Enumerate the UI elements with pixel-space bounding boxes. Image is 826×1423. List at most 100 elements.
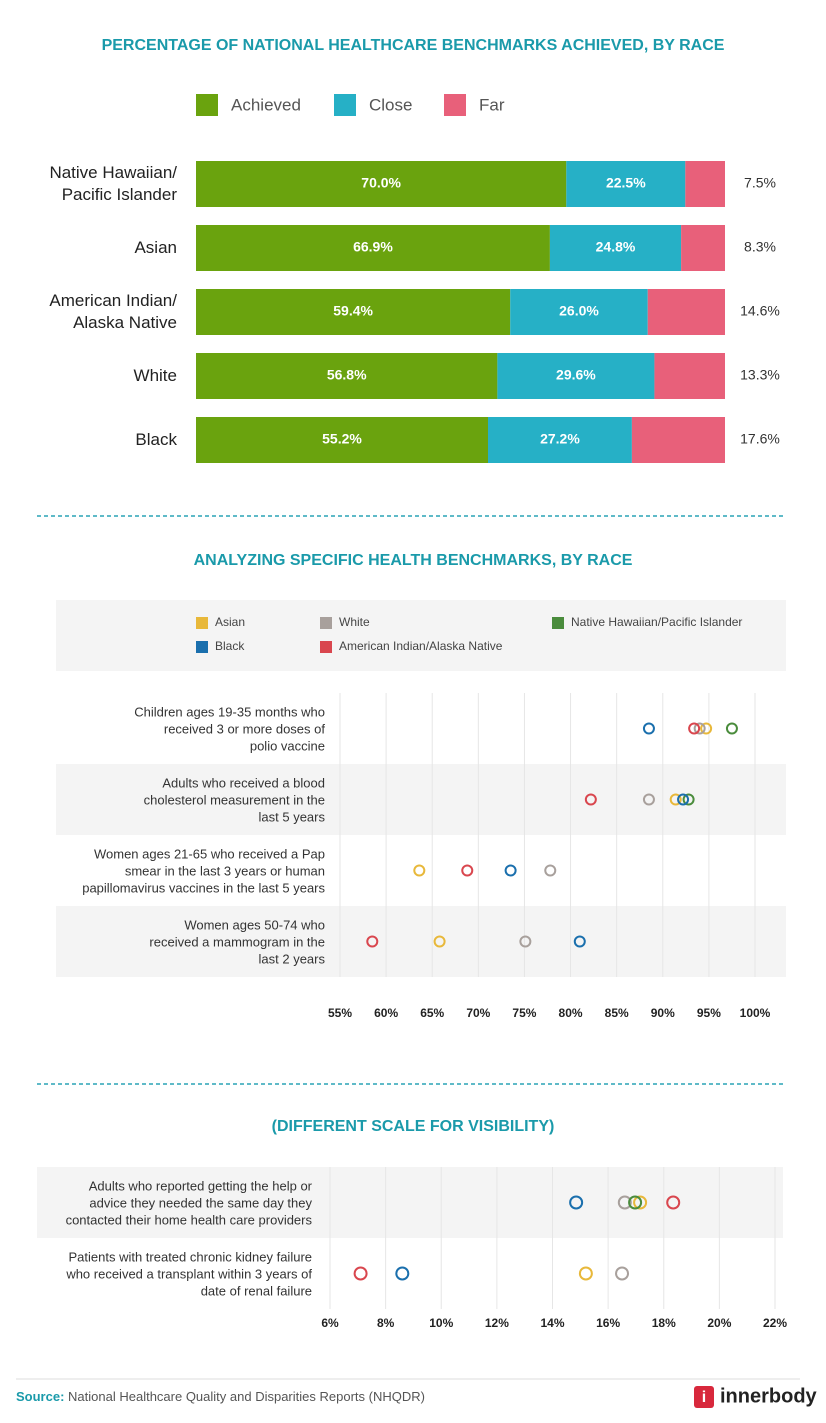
category-label: Women ages 21-65 who received a Pap smea… — [82, 846, 325, 895]
bar-segment — [196, 289, 511, 335]
category-label: White — [133, 366, 177, 385]
value-label: 55.2% — [322, 431, 362, 447]
dot — [569, 1195, 584, 1210]
legend-label: Far — [479, 95, 505, 114]
legend-label: Close — [369, 95, 412, 114]
value-label: 24.8% — [596, 239, 636, 255]
dot — [366, 935, 379, 948]
x-tick-label: 12% — [485, 1316, 509, 1330]
x-tick-label: 16% — [596, 1316, 620, 1330]
legend-swatch — [334, 94, 356, 116]
brand-icon — [694, 1386, 714, 1408]
category-label: Patients with treated chronic kidney fai… — [66, 1249, 312, 1298]
category-label: Women ages 50-74 who received a mammogra… — [149, 917, 325, 966]
category-label: Asian — [134, 238, 177, 257]
dot — [688, 722, 701, 735]
x-tick-label: 20% — [707, 1316, 731, 1330]
x-tick-label: 95% — [697, 1006, 721, 1020]
x-tick-label: 55% — [328, 1006, 352, 1020]
x-tick-label: 6% — [321, 1316, 339, 1330]
brand: innerbody — [720, 1385, 818, 1407]
legend-label: Asian — [215, 615, 245, 629]
bar-segment — [685, 161, 725, 207]
x-tick-label: 100% — [740, 1006, 771, 1020]
legend-swatch — [196, 617, 208, 629]
value-label: 13.3% — [740, 367, 780, 383]
bar-segment — [196, 417, 489, 463]
legend-swatch — [196, 94, 218, 116]
value-label: 17.6% — [740, 431, 780, 447]
category-label: Adults who received a blood cholesterol … — [143, 775, 325, 824]
x-tick-label: 18% — [652, 1316, 676, 1330]
value-label: 59.4% — [333, 303, 373, 319]
row-band — [56, 764, 786, 835]
x-tick-label: 85% — [605, 1006, 629, 1020]
source-label: Source: — [16, 1389, 65, 1404]
x-tick-label: 80% — [559, 1006, 583, 1020]
source: Source: National Healthcare Quality and … — [16, 1389, 425, 1404]
dot — [573, 935, 586, 948]
bar-segment — [681, 225, 725, 271]
x-tick-label: 90% — [651, 1006, 675, 1020]
dot — [544, 864, 557, 877]
chart-title: (DIFFERENT SCALE FOR VISIBILITY) — [272, 1118, 555, 1135]
dot — [519, 935, 532, 948]
bar-segment — [549, 225, 682, 271]
dot — [677, 793, 690, 806]
chart-title: ANALYZING SPECIFIC HEALTH BENCHMARKS, BY… — [194, 552, 633, 569]
dot — [584, 793, 597, 806]
bar-segment — [488, 417, 632, 463]
value-label: 7.5% — [744, 175, 776, 191]
bar-segment — [196, 161, 567, 207]
category-label: Black — [135, 430, 177, 449]
value-label: 27.2% — [540, 431, 580, 447]
dot — [642, 793, 655, 806]
legend-label: Achieved — [231, 95, 301, 114]
x-tick-label: 75% — [512, 1006, 536, 1020]
value-label: 29.6% — [556, 367, 596, 383]
value-label: 66.9% — [353, 239, 393, 255]
dot — [633, 1195, 648, 1210]
dot — [395, 1266, 410, 1281]
legend-swatch — [320, 617, 332, 629]
value-label: 8.3% — [744, 239, 776, 255]
dot — [669, 793, 682, 806]
source-text: National Healthcare Quality and Disparit… — [68, 1389, 425, 1404]
value-label: 70.0% — [361, 175, 401, 191]
dot — [578, 1266, 593, 1281]
x-tick-label: 10% — [429, 1316, 453, 1330]
category-label: American Indian/ Alaska Native — [49, 291, 177, 332]
legend-swatch — [320, 641, 332, 653]
category-label: Adults who reported getting the help or … — [65, 1178, 312, 1227]
dot — [461, 864, 474, 877]
bar-segment — [196, 225, 550, 271]
dot — [617, 1195, 632, 1210]
brand-icon-letter: i — [702, 1389, 706, 1406]
category-label: Children ages 19-35 months who received … — [134, 704, 325, 753]
value-label: 14.6% — [740, 303, 780, 319]
dot — [700, 722, 713, 735]
chart-title: PERCENTAGE OF NATIONAL HEALTHCARE BENCHM… — [102, 37, 725, 54]
legend-label: White — [339, 615, 370, 629]
dot — [682, 793, 695, 806]
legend-label: Black — [215, 639, 245, 653]
dot — [666, 1195, 681, 1210]
bar-segment — [647, 289, 725, 335]
dot — [504, 864, 517, 877]
legend-swatch — [444, 94, 466, 116]
value-label: 26.0% — [559, 303, 599, 319]
x-tick-label: 8% — [377, 1316, 395, 1330]
dot — [628, 1195, 643, 1210]
bar-segment — [631, 417, 725, 463]
bar-segment — [654, 353, 725, 399]
row-band — [56, 906, 786, 977]
dot — [413, 864, 426, 877]
bar-segment — [510, 289, 648, 335]
row-band — [37, 1167, 783, 1238]
dot — [615, 1266, 630, 1281]
bar-segment — [566, 161, 686, 207]
legend-box — [56, 600, 786, 671]
dot — [353, 1266, 368, 1281]
